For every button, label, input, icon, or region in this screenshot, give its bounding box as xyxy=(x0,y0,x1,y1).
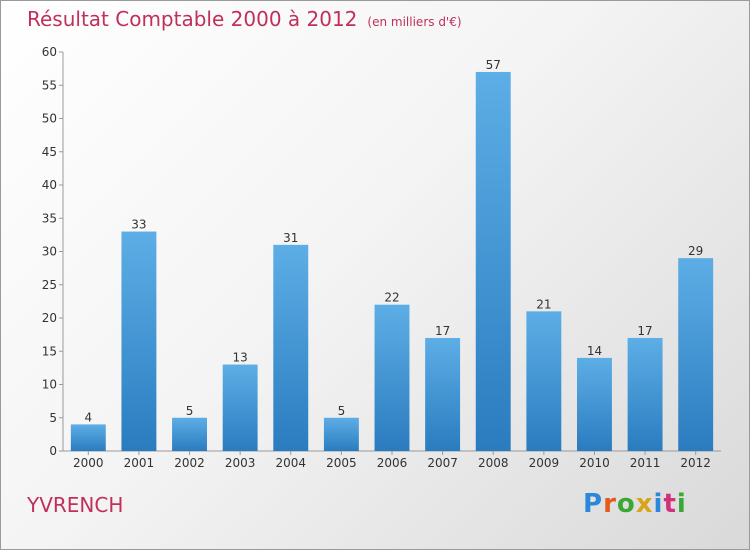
x-tick-label: 2005 xyxy=(326,456,357,470)
bar xyxy=(273,244,309,451)
y-tick-label: 25 xyxy=(42,278,57,292)
data-label: 4 xyxy=(84,410,92,424)
logo-letter: o xyxy=(616,489,636,519)
data-label: 22 xyxy=(384,291,399,305)
data-label: 33 xyxy=(131,218,146,232)
logo-letter: x xyxy=(635,489,654,519)
y-tick-label: 0 xyxy=(49,444,57,458)
data-label: 31 xyxy=(283,231,298,245)
x-tick-label: 2009 xyxy=(529,456,560,470)
x-tick-label: 2011 xyxy=(630,456,661,470)
logo-letter: P xyxy=(583,489,604,519)
data-label: 5 xyxy=(186,404,194,418)
bar xyxy=(121,231,157,451)
chart-unit: (en milliers d'€) xyxy=(367,15,462,29)
x-tick-label: 2008 xyxy=(478,456,509,470)
y-tick-label: 45 xyxy=(42,145,57,159)
x-tick-label: 2000 xyxy=(73,456,104,470)
bar xyxy=(323,417,359,451)
y-tick-label: 60 xyxy=(42,45,57,59)
proxiti-logo: Proxiti xyxy=(583,489,687,519)
bar xyxy=(374,304,410,451)
x-tick-label: 2004 xyxy=(275,456,306,470)
bar xyxy=(627,337,663,451)
y-tick-label: 55 xyxy=(42,78,57,92)
chart-title: Résultat Comptable 2000 à 2012 (en millie… xyxy=(27,7,462,31)
y-tick-label: 10 xyxy=(42,378,57,392)
bar xyxy=(475,71,511,451)
bar xyxy=(222,364,258,451)
logo-letter: i xyxy=(653,489,664,519)
x-tick-label: 2006 xyxy=(377,456,408,470)
chart-title-text: Résultat Comptable 2000 à 2012 xyxy=(27,7,358,31)
y-tick-label: 50 xyxy=(42,112,57,126)
x-tick-label: 2002 xyxy=(174,456,205,470)
data-label: 17 xyxy=(637,324,652,338)
y-tick-label: 15 xyxy=(42,344,57,358)
x-tick-label: 2003 xyxy=(225,456,256,470)
logo-letter: i xyxy=(676,489,687,519)
data-label: 57 xyxy=(486,58,501,72)
x-tick-label: 2012 xyxy=(680,456,711,470)
data-label: 13 xyxy=(233,351,248,365)
bar xyxy=(526,311,562,451)
data-label: 17 xyxy=(435,324,450,338)
commune-name: YVRENCH xyxy=(27,493,124,517)
data-label: 14 xyxy=(587,344,602,358)
bar xyxy=(70,424,106,451)
y-tick-label: 5 xyxy=(49,411,57,425)
y-tick-label: 40 xyxy=(42,178,57,192)
bar xyxy=(678,258,714,451)
y-tick-label: 20 xyxy=(42,311,57,325)
x-tick-label: 2007 xyxy=(427,456,458,470)
x-tick-label: 2001 xyxy=(124,456,155,470)
data-label: 29 xyxy=(688,244,703,258)
bar xyxy=(172,417,208,451)
bar xyxy=(425,337,461,451)
logo-letter: t xyxy=(663,489,677,519)
x-tick-label: 2010 xyxy=(579,456,610,470)
data-label: 5 xyxy=(338,404,346,418)
logo-letter: r xyxy=(603,489,617,519)
y-tick-label: 30 xyxy=(42,245,57,259)
bar xyxy=(576,357,612,451)
y-tick-label: 35 xyxy=(42,211,57,225)
data-label: 21 xyxy=(536,297,551,311)
